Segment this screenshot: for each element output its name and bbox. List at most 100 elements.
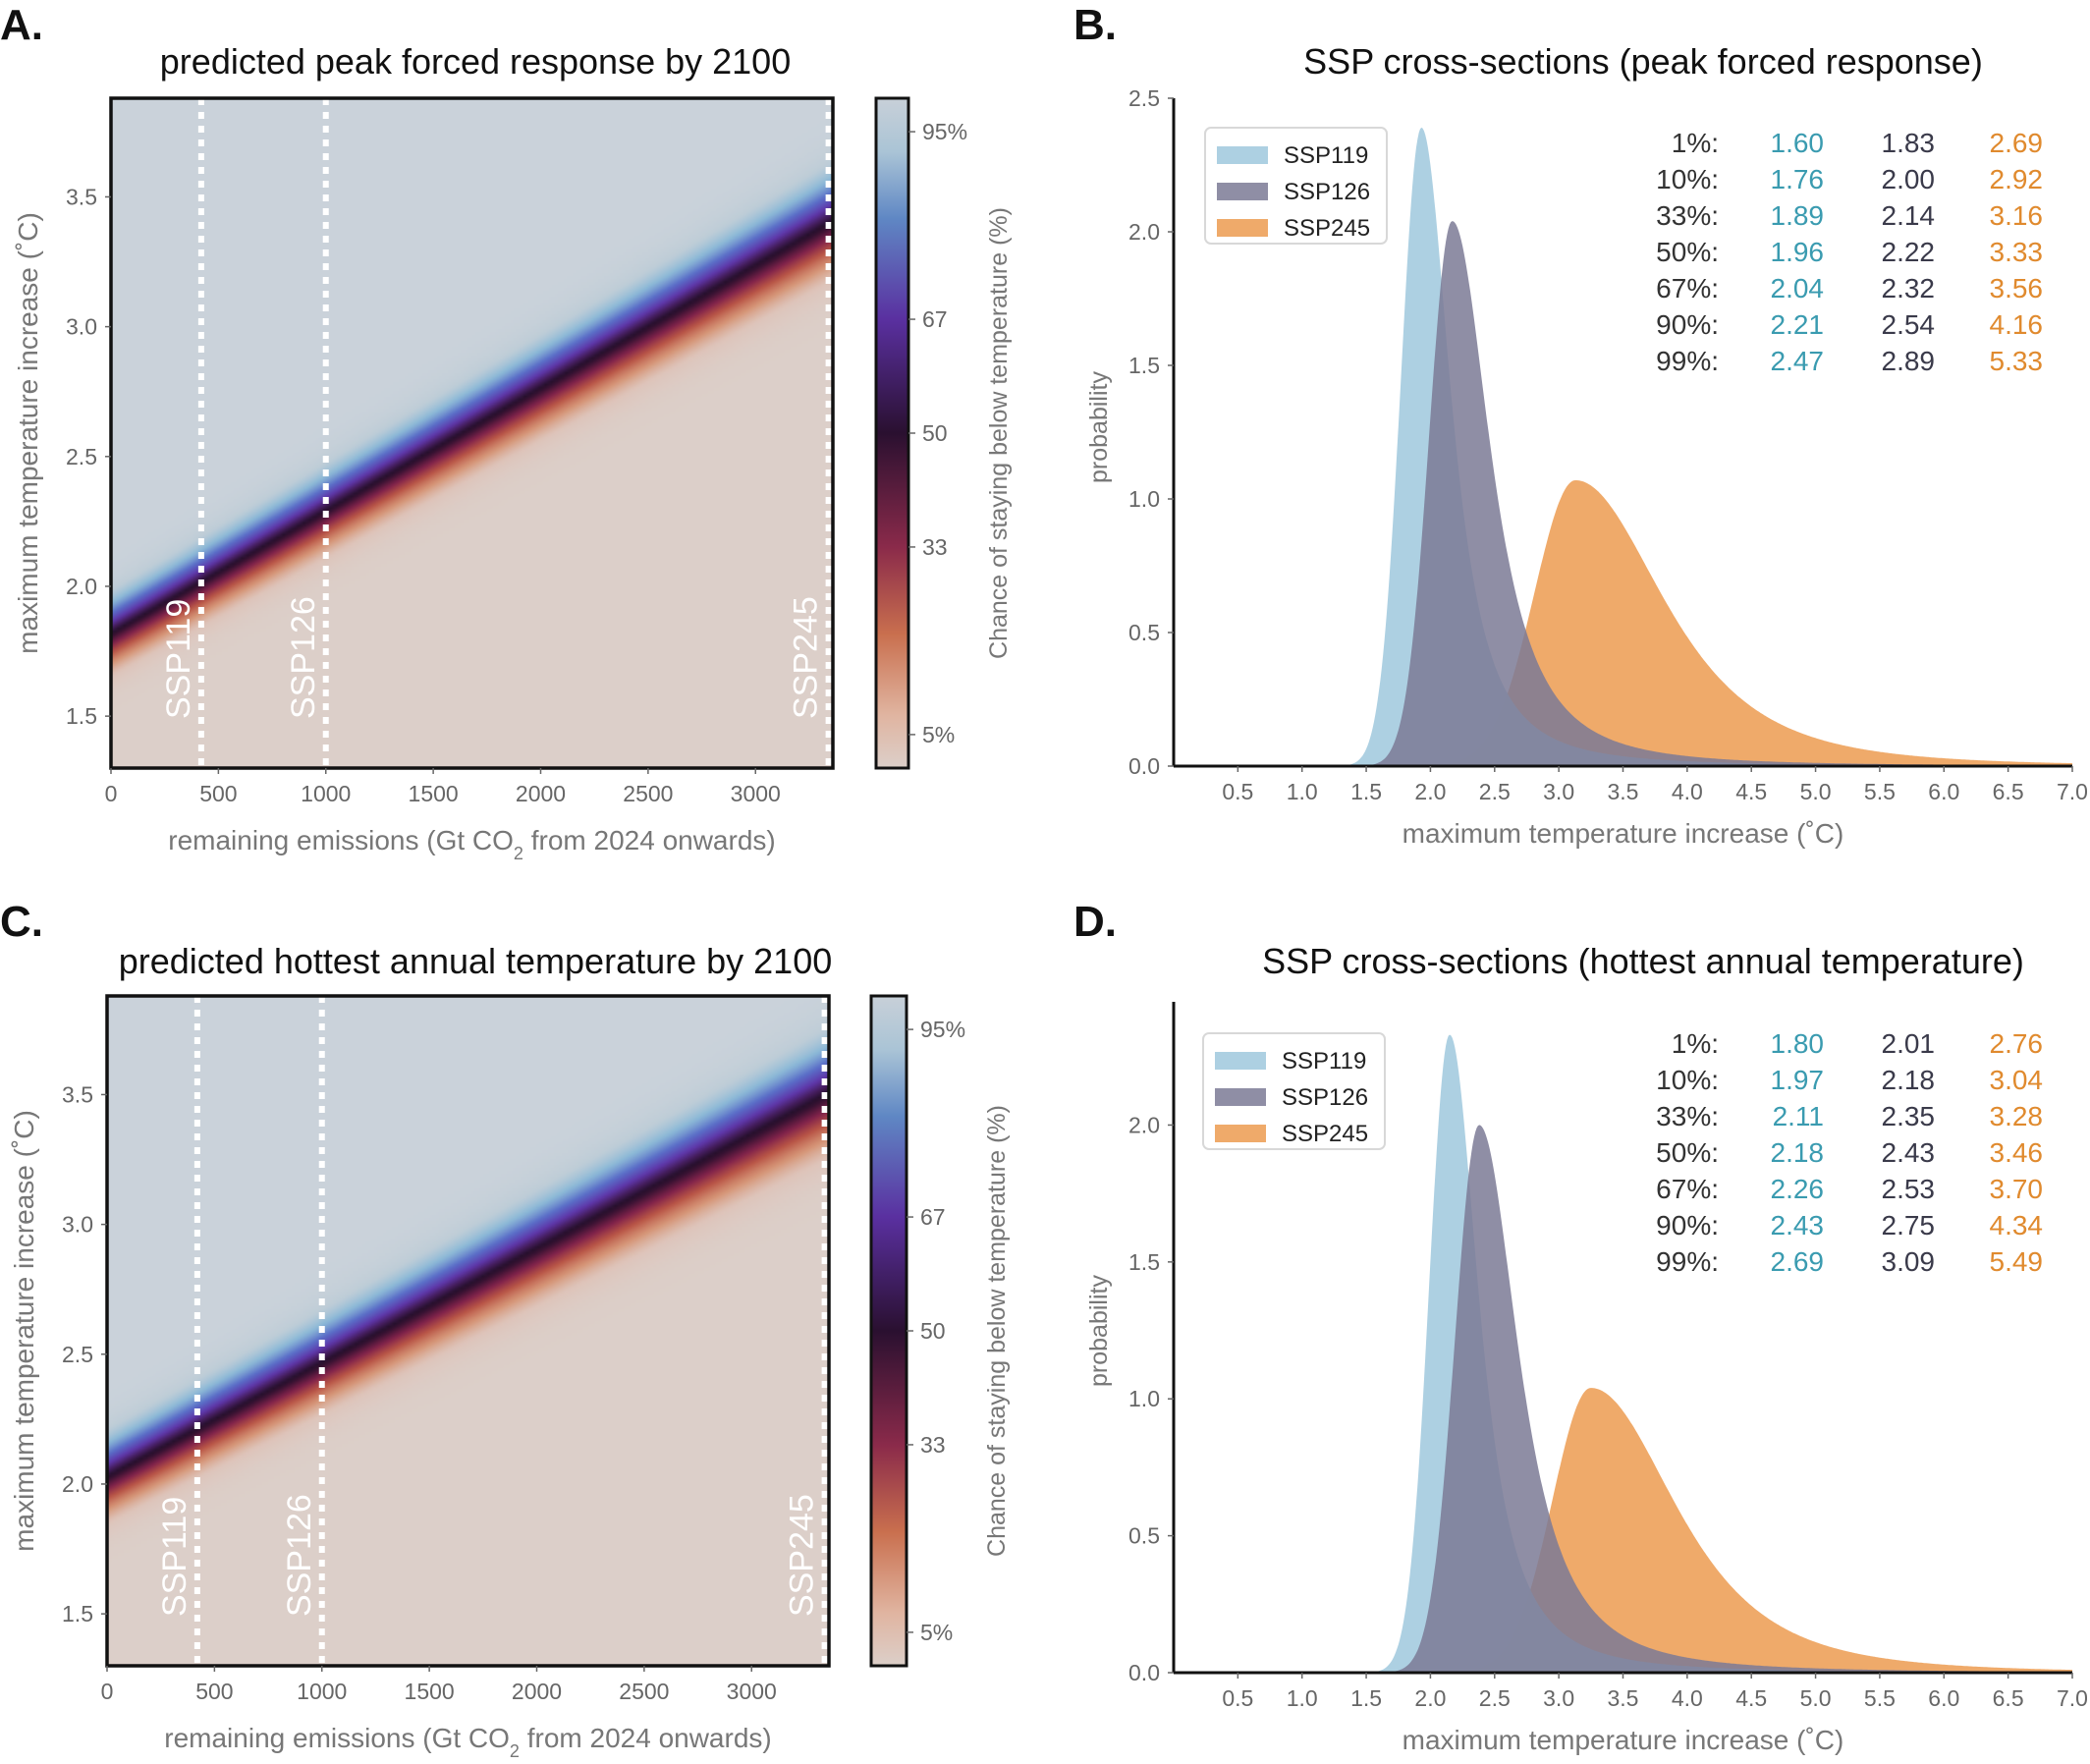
chart-title: SSP cross-sections (peak forced response… xyxy=(1303,41,1983,82)
x-tick-label: 5.0 xyxy=(1800,1685,1832,1711)
plot-frame xyxy=(105,994,831,1668)
ssp245-percentile-value: 3.46 xyxy=(1990,1137,2044,1168)
density-ssp119 xyxy=(1174,127,2072,766)
x-tick-label: 2500 xyxy=(623,781,673,806)
ssp245-percentile-value: 3.56 xyxy=(1990,273,2044,303)
x-tick-label: 3.0 xyxy=(1543,1685,1574,1711)
percentile-label: 67%: xyxy=(1656,273,1719,303)
ssp126-percentile-value: 2.35 xyxy=(1882,1101,1936,1131)
legend-swatch-ssp245 xyxy=(1217,219,1268,237)
legend-label-ssp245: SSP245 xyxy=(1284,215,1370,242)
panel-b: B. SSP cross-sections (peak forced respon… xyxy=(1073,1,2088,849)
y-tick-label: 1.0 xyxy=(1128,486,1160,512)
ssp119-percentile-value: 2.26 xyxy=(1771,1174,1825,1204)
colorbar-tick-label: 50 xyxy=(920,1318,946,1344)
legend-swatch-ssp126 xyxy=(1217,183,1268,200)
percentile-label: 50%: xyxy=(1656,237,1719,267)
colorbar-label: Chance of staying below temperature (%) xyxy=(985,207,1013,659)
panel-letter: C. xyxy=(0,898,43,946)
x-tick-label: 0 xyxy=(105,781,118,806)
y-axis-label: probability xyxy=(1085,1275,1113,1387)
legend-swatch-ssp119 xyxy=(1217,146,1268,164)
y-tick-label: 0.5 xyxy=(1128,1523,1160,1549)
x-axis-label: maximum temperature increase (˚C) xyxy=(1402,1725,1844,1755)
legend-label-ssp126: SSP126 xyxy=(1284,179,1370,205)
y-axis-label: probability xyxy=(1085,371,1113,483)
x-tick-label: 6.5 xyxy=(1993,779,2024,804)
chart-title: SSP cross-sections (hottest annual tempe… xyxy=(1262,941,2024,981)
ssp245-percentile-value: 3.33 xyxy=(1990,237,2044,267)
x-tick-label: 500 xyxy=(195,1679,233,1704)
percentile-label: 99%: xyxy=(1656,1246,1719,1277)
colorbar-tick-label: 67 xyxy=(922,306,948,332)
scenario-label-ssp245: SSP245 xyxy=(788,596,825,719)
heatmap-image xyxy=(111,98,833,768)
x-tick-label: 5.5 xyxy=(1864,779,1896,804)
percentile-label: 33%: xyxy=(1656,200,1719,231)
x-tick-label: 4.5 xyxy=(1735,779,1767,804)
ssp119-percentile-value: 2.21 xyxy=(1771,309,1825,340)
ssp126-percentile-value: 3.09 xyxy=(1882,1246,1936,1277)
x-tick-label: 2000 xyxy=(512,1679,562,1704)
ssp245-percentile-value: 3.70 xyxy=(1990,1174,2044,1204)
colorbar xyxy=(869,994,908,1668)
y-tick-label: 3.5 xyxy=(66,184,97,209)
x-tick-label: 1.5 xyxy=(1350,779,1382,804)
x-tick-label: 1000 xyxy=(297,1679,347,1704)
x-tick-label: 0.5 xyxy=(1222,1685,1253,1711)
percentile-label: 1%: xyxy=(1672,1028,1719,1059)
percentile-label: 90%: xyxy=(1656,309,1719,340)
colorbar-tick-label: 95% xyxy=(922,119,967,144)
legend-swatch-ssp245 xyxy=(1215,1125,1266,1142)
density-ssp245 xyxy=(1174,480,2072,766)
legend-label-ssp126: SSP126 xyxy=(1282,1084,1368,1111)
percentile-label: 50%: xyxy=(1656,1137,1719,1168)
ssp245-percentile-value: 5.33 xyxy=(1990,346,2044,376)
x-tick-label: 1000 xyxy=(301,781,351,806)
panel-c: C. predicted hottest annual temperature b… xyxy=(0,898,1011,1761)
percentile-label: 10%: xyxy=(1656,1065,1719,1095)
x-tick-label: 4.0 xyxy=(1672,1685,1703,1711)
colorbar-tick-label: 33 xyxy=(920,1432,946,1458)
chart-title: predicted hottest annual temperature by … xyxy=(119,941,833,981)
ssp119-percentile-value: 1.80 xyxy=(1771,1028,1825,1059)
y-axis-label: maximum temperature increase (˚C) xyxy=(13,212,43,654)
x-tick-label: 6.0 xyxy=(1928,1685,1959,1711)
legend-label-ssp245: SSP245 xyxy=(1282,1121,1368,1147)
x-tick-label: 3.5 xyxy=(1608,1685,1639,1711)
colorbar xyxy=(874,96,910,770)
scenario-label-ssp119: SSP119 xyxy=(156,1497,193,1617)
scenario-label-ssp119: SSP119 xyxy=(160,599,197,719)
colorbar-tick-label: 33 xyxy=(922,534,948,560)
heatmap-image xyxy=(107,996,829,1666)
ssp126-percentile-value: 2.01 xyxy=(1882,1028,1936,1059)
colorbar-tick-label: 50 xyxy=(922,420,948,446)
x-axis-label: remaining emissions (Gt CO2 from 2024 on… xyxy=(168,825,775,863)
percentile-label: 33%: xyxy=(1656,1101,1719,1131)
ssp119-percentile-value: 1.97 xyxy=(1771,1065,1825,1095)
y-tick-label: 3.0 xyxy=(66,314,97,340)
panel-letter: B. xyxy=(1073,1,1117,49)
colorbar-tick-label: 5% xyxy=(920,1620,953,1645)
x-tick-label: 4.5 xyxy=(1735,1685,1767,1711)
y-tick-label: 2.5 xyxy=(62,1342,93,1367)
colorbar-tick-label: 95% xyxy=(920,1017,965,1042)
legend-swatch-ssp119 xyxy=(1215,1052,1266,1070)
ssp126-percentile-value: 2.43 xyxy=(1882,1137,1936,1168)
ssp119-percentile-value: 2.04 xyxy=(1771,273,1825,303)
x-tick-label: 1.5 xyxy=(1350,1685,1382,1711)
percentile-label: 90%: xyxy=(1656,1210,1719,1240)
y-tick-label: 1.5 xyxy=(1128,353,1160,378)
ssp126-percentile-value: 2.22 xyxy=(1882,237,1936,267)
percentile-label: 10%: xyxy=(1656,164,1719,194)
y-tick-label: 0.0 xyxy=(1128,1660,1160,1685)
ssp119-percentile-value: 1.76 xyxy=(1771,164,1825,194)
ssp245-percentile-value: 2.92 xyxy=(1990,164,2044,194)
y-tick-label: 2.0 xyxy=(1128,219,1160,245)
ssp126-percentile-value: 2.18 xyxy=(1882,1065,1936,1095)
ssp245-percentile-value: 3.04 xyxy=(1990,1065,2044,1095)
x-tick-label: 2500 xyxy=(619,1679,669,1704)
x-tick-label: 1.0 xyxy=(1287,1685,1318,1711)
x-tick-label: 500 xyxy=(199,781,237,806)
x-tick-label: 1500 xyxy=(409,781,459,806)
